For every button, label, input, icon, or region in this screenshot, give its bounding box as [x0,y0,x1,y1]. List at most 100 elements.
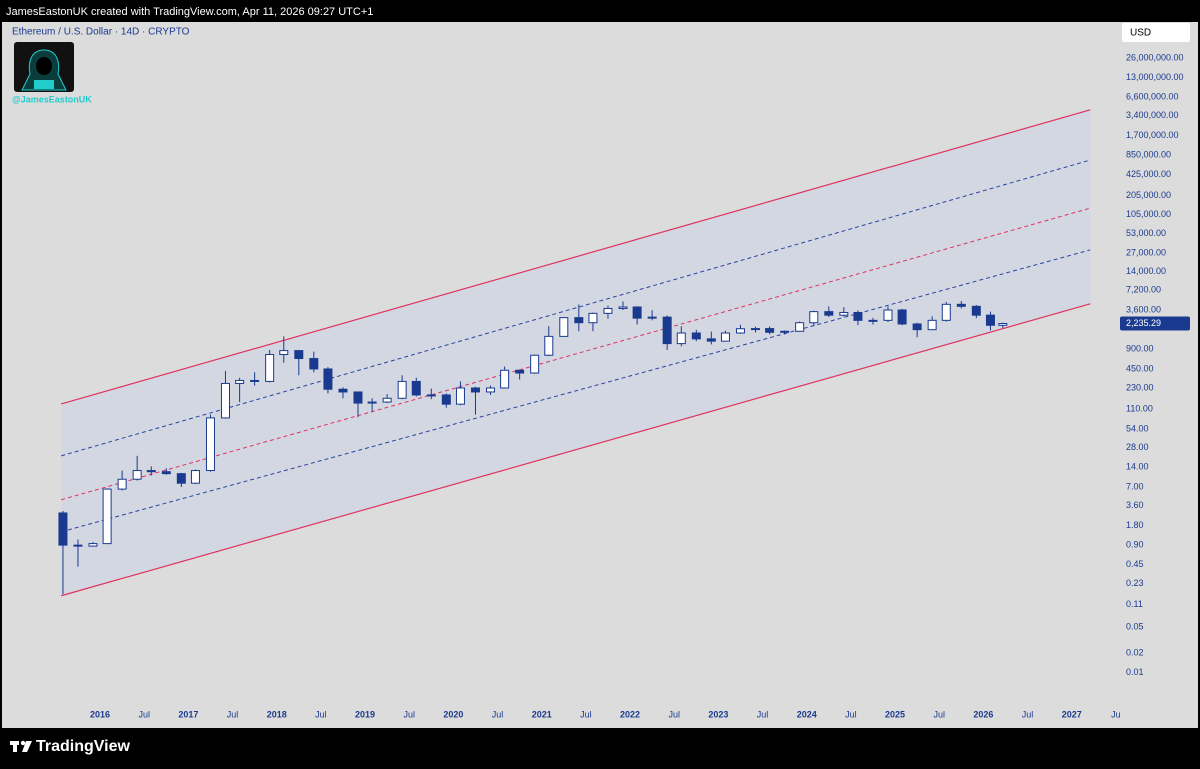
candle-body [515,369,525,374]
candle-body [956,303,966,307]
candle-body [750,328,760,331]
candle-body [73,544,83,547]
candle-body [574,317,584,324]
x-tick-label: 2019 [355,709,375,719]
candle-body [470,387,480,393]
channel-line [61,159,1091,457]
y-tick-label: 0.01 [1126,667,1144,677]
candle-body [897,309,907,325]
y-tick-label: 7.00 [1126,481,1144,491]
plot [58,109,1091,597]
candle-body [632,306,642,319]
x-tick-label: Jul [757,709,769,719]
y-tick-label: 0.05 [1126,621,1144,631]
candle-body [971,305,981,316]
y-tick-label: 28.00 [1126,442,1149,452]
y-tick-label: 26,000,000.00 [1126,53,1184,63]
candle-body [706,338,716,342]
candle-body [824,311,834,316]
currency[interactable]: USD [1130,28,1151,39]
candle-body [367,401,377,404]
candle-body [676,332,686,345]
brand-logo [10,740,32,752]
candle-body [323,368,333,390]
candle-body [411,380,421,396]
x-tick-label: Jul [227,709,239,719]
candle-body [279,350,289,355]
candle-body [338,388,348,393]
candle-body [912,323,922,331]
candle-body [117,478,127,490]
candle-body [294,350,304,360]
candle-body [691,332,701,340]
x-tick-label: 2020 [443,709,463,719]
candle-body [220,382,230,419]
y-tick-label: 54.00 [1126,423,1149,433]
candle-body [88,543,98,547]
candle-body [839,311,849,316]
candle-body [735,328,745,334]
chart-title: Ethereum / U.S. Dollar · 14D · CRYPTO [12,27,190,38]
y-tick-label: 850,000.00 [1126,149,1171,159]
brand: TradingView [36,738,131,755]
candle-body [441,394,451,405]
x-tick-label: Jul [933,709,945,719]
candle-body [382,397,392,403]
x-tick-label: Jul [403,709,415,719]
x-tick-label: Jul [315,709,327,719]
candle-body [868,319,878,322]
candle-body [765,328,775,333]
candle-body [146,470,156,473]
x-tick-label: Jul [845,709,857,719]
candle-body [544,335,554,356]
channel-line [61,303,1091,597]
y-tick-label: 13,000,000.00 [1126,72,1184,82]
candle-body [132,470,142,480]
y-tick-label: 53,000.00 [1126,228,1166,238]
channel-line [61,207,1091,501]
candle-body [985,314,995,326]
candle-body [190,470,200,484]
y-tick-label: 1,700,000.00 [1126,130,1179,140]
candle-body [883,309,893,321]
x-tick-label: 2026 [973,709,993,719]
candle-body [588,312,598,324]
y-tick-label: 0.11 [1126,599,1143,609]
channel-line [61,249,1091,533]
y-tick-label: 450.00 [1126,363,1154,373]
y-tick-label: 110.00 [1126,403,1153,413]
candle-body [720,332,730,342]
x-tick-label: 2027 [1062,709,1082,719]
avatar [14,42,74,92]
currency-box[interactable] [1122,23,1190,42]
candle-body [176,473,186,484]
channel-fill [61,109,1091,596]
candle-body [647,316,657,319]
x-tick-label: 2022 [620,709,640,719]
x-tick-label: 2024 [797,709,817,719]
last-price-box [1120,316,1190,331]
channel-line [61,109,1091,405]
y-tick-label: 0.23 [1126,578,1144,588]
candle-body [809,311,819,324]
y-tick-label: 6,600,000.00 [1126,91,1179,101]
candle-body [941,303,951,321]
candle-body [618,306,628,309]
candle-body [530,354,540,374]
y-tick-label: 105,000.00 [1126,209,1171,219]
candle-body [309,358,319,370]
y-tick-label: 425,000.00 [1126,169,1171,179]
candle-body [853,311,863,321]
candle-body [603,307,613,314]
x-tick-label: Jul [492,709,504,719]
candle-body [426,394,436,397]
header: JamesEastonUK created with TradingView.c… [6,6,373,18]
handle: @JamesEastonUK [12,94,92,104]
candle-body [397,380,407,399]
y-tick-label: 900.00 [1126,344,1154,354]
y-tick-label: 230.00 [1126,382,1154,392]
y-tick-label: 3.60 [1126,500,1144,510]
y-tick-label: 3,400,000.00 [1126,110,1179,120]
y-tick-label: 205,000.00 [1126,190,1171,200]
